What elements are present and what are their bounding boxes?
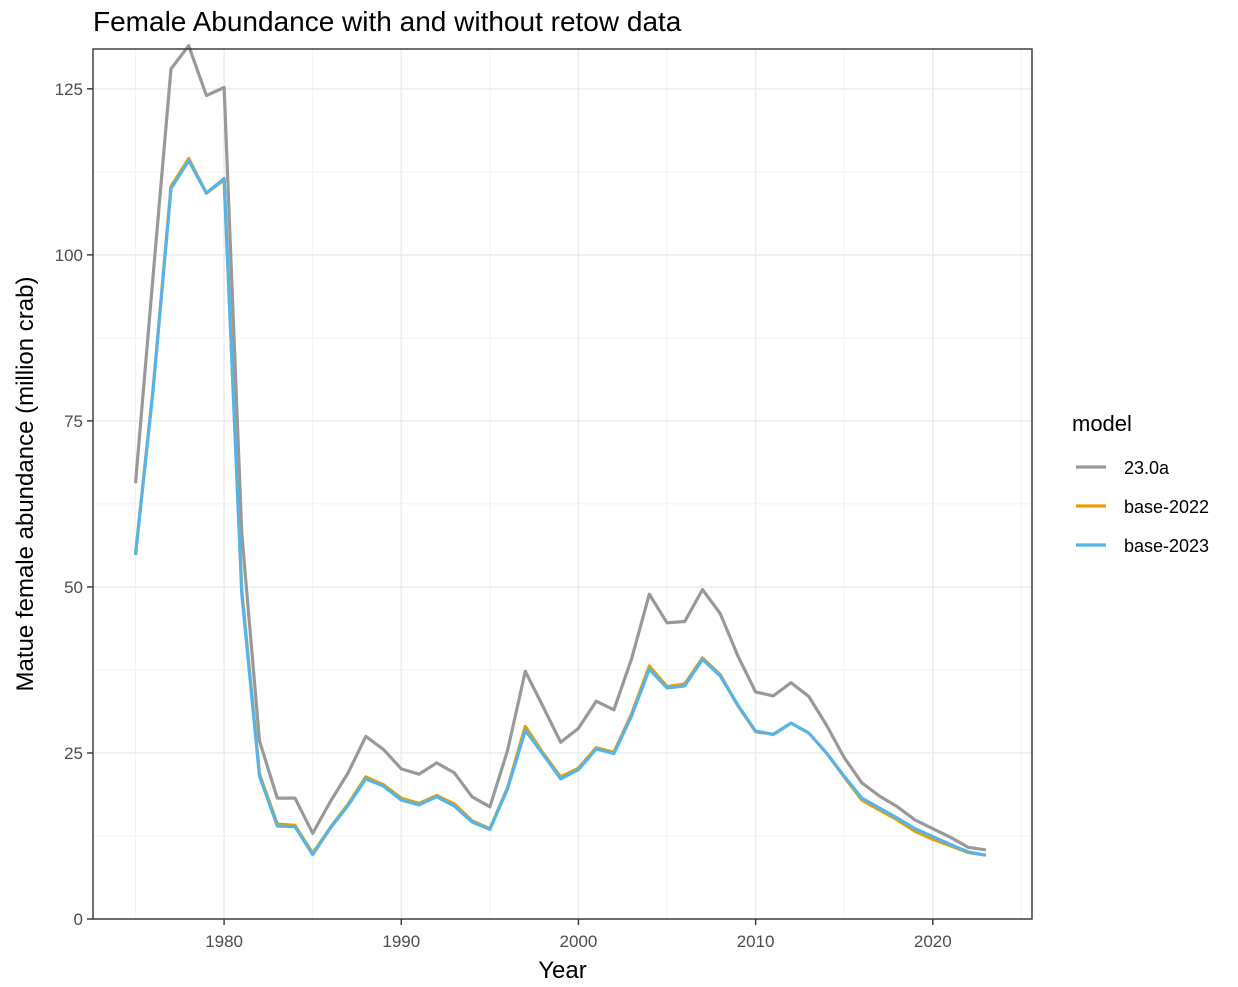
plot-border [92,48,1033,920]
x-axis-title: Year [538,957,587,984]
legend-label-23.0a: 23.0a [1124,458,1170,478]
y-tick-label: 75 [64,412,83,431]
y-tick-label: 25 [64,744,83,763]
series-line-base-2023 [133,159,987,857]
grid-minor [93,49,1032,919]
series-line-23.0a [133,44,987,852]
legend-label-base-2022: base-2022 [1124,497,1209,517]
legend: model 23.0a base-2022 base-2023 [1072,411,1209,556]
x-tick-label: 1980 [205,932,243,951]
legend-title: model [1072,411,1132,436]
y-tick-label: 100 [55,246,83,265]
y-axis-title: Matue female abundance (million crab) [12,277,39,692]
x-axis: 1980 1990 2000 2010 2020 [205,919,952,951]
x-tick-label: 2020 [914,932,952,951]
series-lines [133,44,987,857]
y-tick-label: 50 [64,578,83,597]
x-tick-label: 2000 [560,932,598,951]
chart-title: Female Abundance with and without retow … [93,6,682,37]
y-axis: 0 25 50 75 100 125 [55,80,93,929]
y-tick-label: 125 [55,80,83,99]
x-tick-label: 2010 [737,932,775,951]
x-tick-label: 1990 [382,932,420,951]
plot-panel [93,49,1032,919]
legend-label-base-2023: base-2023 [1124,536,1209,556]
y-tick-label: 0 [74,910,83,929]
